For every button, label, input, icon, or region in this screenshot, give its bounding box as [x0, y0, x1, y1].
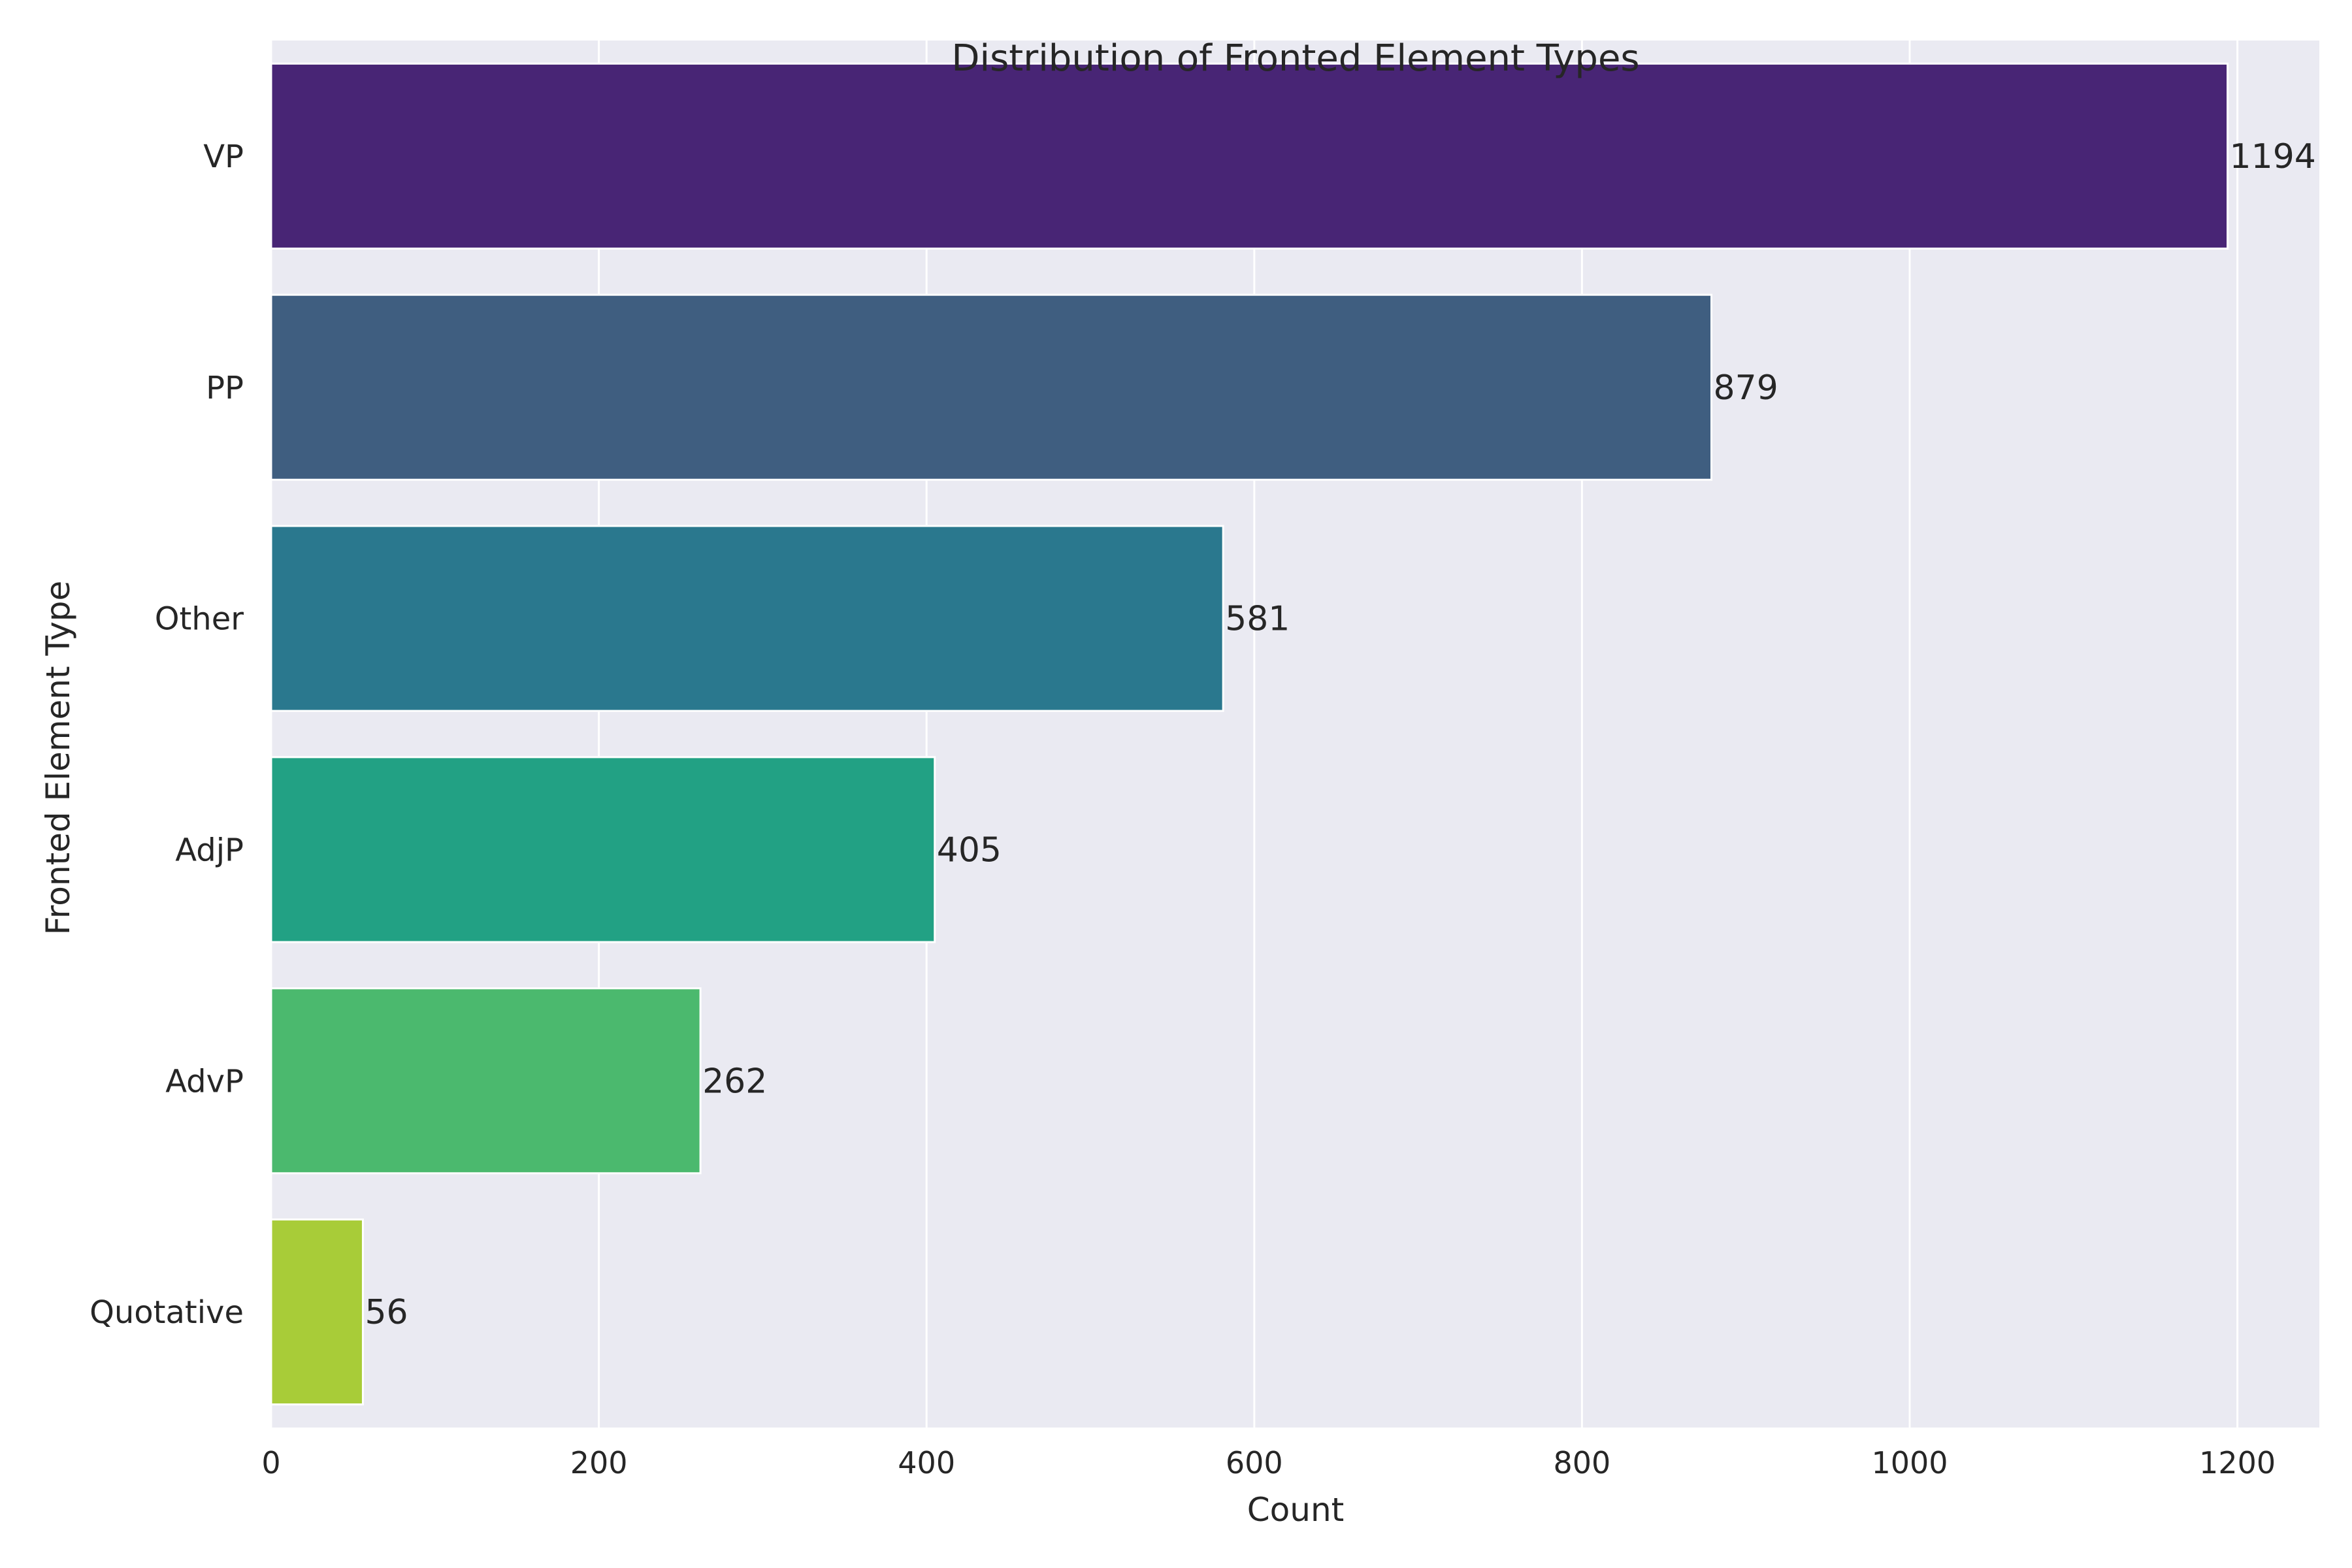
- x-tick-label: 0: [261, 1445, 280, 1480]
- value-label: 405: [937, 830, 1002, 870]
- x-axis-label: Count: [1247, 1491, 1345, 1529]
- bar-adjp: [270, 756, 936, 943]
- bars: [270, 62, 2229, 1406]
- value-label: 879: [1714, 368, 1778, 408]
- value-label: 262: [702, 1062, 767, 1101]
- bar-vp: [270, 62, 2229, 250]
- chart-title: Distribution of Fronted Element Types: [951, 37, 1639, 80]
- value-label: 56: [365, 1293, 408, 1332]
- x-tick-label: 200: [570, 1445, 628, 1480]
- y-axis-label: Fronted Element Type: [39, 581, 77, 936]
- bar-advp: [270, 987, 702, 1175]
- y-tick-label: AdjP: [175, 832, 244, 868]
- x-tick-label: 1000: [1871, 1445, 1948, 1480]
- y-tick-label: VP: [203, 139, 244, 175]
- value-label: 581: [1225, 600, 1290, 639]
- y-tick-label: Other: [155, 601, 244, 638]
- bar-pp: [270, 293, 1713, 481]
- x-tick-label: 400: [898, 1445, 955, 1480]
- gridlines: [270, 41, 2239, 1428]
- x-tick-label: 1200: [2199, 1445, 2276, 1480]
- plot-area: [271, 41, 2319, 1428]
- bar-other: [270, 525, 1224, 712]
- bar-quotative: [270, 1218, 364, 1406]
- y-tick-labels: VP PP Other AdjP AdvP Quotative: [90, 139, 244, 1331]
- x-tick-label: 800: [1553, 1445, 1610, 1480]
- y-tick-label: PP: [206, 370, 244, 406]
- value-label: 1194: [2230, 137, 2316, 176]
- value-labels: 1194 879 581 405 262 56: [365, 137, 2315, 1332]
- y-tick-label: AdvP: [165, 1063, 244, 1100]
- x-tick-label: 600: [1226, 1445, 1283, 1480]
- y-tick-label: Quotative: [90, 1294, 244, 1331]
- x-tick-labels: 0 200 400 600 800 1000 1200: [261, 1445, 2276, 1480]
